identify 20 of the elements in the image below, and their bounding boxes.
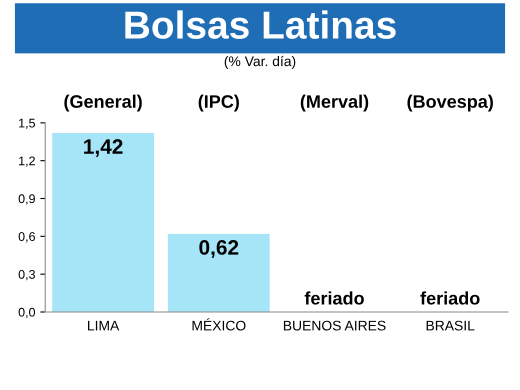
text: (IPC) [198, 94, 239, 112]
text: (Merval) [300, 94, 368, 112]
text: feriado [304, 291, 364, 305]
text: (General) [64, 94, 142, 112]
y-tick-label: 0,6 [18, 232, 35, 242]
x-tick-label: BUENOS AIRES [284, 320, 386, 331]
x-tick-label: LIMA [88, 320, 120, 330]
x-tick-label: MÉXICO [192, 318, 246, 331]
y-tick-label: 0,9 [18, 194, 35, 205]
data-label: 0,62 [199, 240, 238, 258]
text: feriado [420, 291, 480, 305]
x-tick-label: BRASIL [426, 320, 474, 331]
data-label: 1,42 [84, 139, 123, 157]
y-tick-label: 0,0 [18, 308, 36, 318]
y-tick-label: 1,2 [19, 156, 35, 167]
y-tick-label: 1,5 [19, 118, 35, 129]
y-tick-label: 0,3 [18, 270, 35, 280]
text: (Bovespa) [407, 94, 493, 112]
chart-title: Bolsas Latinas [125, 10, 396, 39]
chart-subtitle: (% Var. día) [224, 56, 296, 69]
